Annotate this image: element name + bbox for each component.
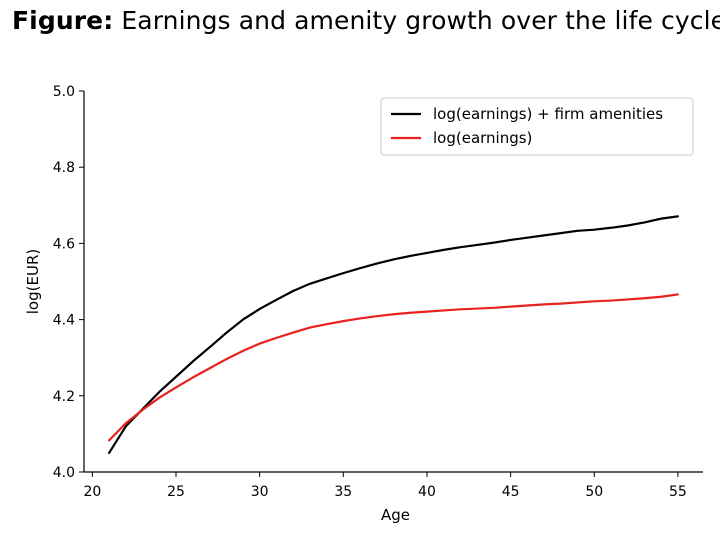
axes: 20 25 30 35 40 45 50 55 4.0 4.2 4.4 4.6 4.8 5.0 Age log… <box>24 84 703 524</box>
x-tick-label: 55 <box>669 484 687 500</box>
y-axis-label: log(EUR) <box>24 249 42 314</box>
x-tick-label: 40 <box>418 484 436 500</box>
y-tick-label: 4.8 <box>53 160 75 176</box>
y-tick-label: 5.0 <box>53 84 75 100</box>
legend-label: log(earnings) + firm amenities <box>433 105 663 123</box>
figure-caption: Figure: Earnings and amenity growth over… <box>12 6 720 35</box>
x-tick-label: 45 <box>502 484 520 500</box>
y-tick-label: 4.4 <box>53 313 75 329</box>
x-tick-label: 30 <box>251 484 269 500</box>
x-tick-label: 35 <box>334 484 352 500</box>
x-tick-label: 20 <box>83 484 101 500</box>
series-line-2 <box>107 293 680 442</box>
figure-label: Figure: <box>12 6 114 35</box>
x-axis-label: Age <box>381 506 410 524</box>
legend-box <box>380 97 694 156</box>
series-line-1 <box>107 215 680 455</box>
legend: log(earnings) + firm amenities log(earnin… <box>380 97 694 156</box>
legend-label: log(earnings) <box>433 129 532 147</box>
y-tick-label: 4.6 <box>53 236 75 252</box>
y-tick-label: 4.0 <box>53 465 75 481</box>
x-tick-label: 50 <box>585 484 603 500</box>
y-tick-label: 4.2 <box>53 389 75 405</box>
figure-caption-text: Earnings and amenity growth over the lif… <box>121 6 720 35</box>
series-layer <box>107 215 680 455</box>
x-tick-label: 25 <box>167 484 185 500</box>
